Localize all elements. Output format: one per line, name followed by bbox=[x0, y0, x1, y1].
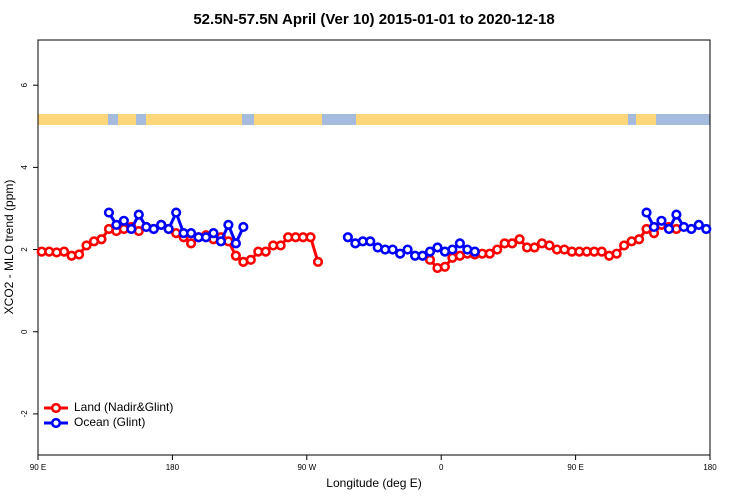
data-point bbox=[417, 250, 428, 261]
data-point bbox=[439, 261, 451, 272]
data-point bbox=[507, 238, 518, 249]
data-point bbox=[81, 240, 92, 251]
x-axis-label: Longitude (deg E) bbox=[326, 476, 421, 490]
data-point bbox=[73, 249, 85, 260]
data-point bbox=[701, 223, 712, 235]
data-point bbox=[305, 232, 316, 243]
y-axis-label: XCO2 - MLO trend (ppm) bbox=[2, 180, 16, 315]
data-point bbox=[387, 244, 398, 255]
data-point bbox=[611, 248, 622, 259]
data-point bbox=[424, 246, 436, 257]
data-point bbox=[185, 238, 197, 249]
data-point bbox=[59, 246, 70, 257]
x-tick-label: 0 bbox=[439, 463, 444, 472]
data-point bbox=[544, 240, 555, 251]
legend-label: Ocean (Glint) bbox=[74, 415, 145, 429]
data-point bbox=[596, 246, 607, 257]
x-tick-label: 90 W bbox=[297, 463, 316, 472]
data-point bbox=[342, 232, 353, 243]
data-point bbox=[245, 254, 256, 265]
x-tick-label: 90 E bbox=[30, 463, 46, 472]
data-point bbox=[133, 209, 144, 220]
data-point bbox=[447, 244, 458, 255]
x-tick-label: 180 bbox=[166, 463, 180, 472]
data-point bbox=[454, 238, 465, 249]
data-point bbox=[469, 246, 480, 257]
data-point bbox=[641, 207, 652, 218]
y-tick-label: 0 bbox=[20, 329, 29, 334]
data-point bbox=[230, 250, 241, 261]
y-tick-label: 2 bbox=[20, 247, 29, 252]
data-point bbox=[484, 248, 495, 259]
data-point bbox=[402, 244, 413, 255]
x-tick-label: 90 E bbox=[567, 463, 583, 472]
legend-marker bbox=[50, 402, 62, 414]
data-point bbox=[395, 248, 406, 259]
data-point bbox=[223, 219, 234, 231]
data-point bbox=[693, 219, 704, 231]
data-point bbox=[215, 236, 227, 247]
data-point bbox=[275, 240, 286, 251]
data-point bbox=[492, 244, 503, 255]
plot-frame bbox=[37, 39, 711, 456]
data-point bbox=[663, 223, 675, 235]
data-point bbox=[633, 234, 645, 245]
data-point bbox=[171, 207, 182, 218]
data-point bbox=[148, 223, 159, 235]
data-point bbox=[260, 246, 271, 257]
data-point bbox=[529, 242, 540, 253]
y-tick-label: 4 bbox=[20, 165, 29, 170]
data-point bbox=[365, 236, 376, 247]
data-point bbox=[111, 219, 122, 231]
data-point bbox=[96, 234, 107, 245]
data-point bbox=[238, 221, 249, 233]
data-point bbox=[648, 221, 660, 233]
data-point bbox=[200, 232, 212, 243]
legend-label: Land (Nadir&Glint) bbox=[74, 400, 173, 414]
data-point bbox=[432, 242, 443, 253]
data-point bbox=[230, 238, 241, 249]
chart-title: 52.5N-57.5N April (Ver 10) 2015-01-01 to… bbox=[193, 11, 554, 28]
data-point bbox=[103, 207, 115, 218]
land-ocean-strip bbox=[38, 114, 710, 125]
data-point bbox=[156, 219, 167, 231]
data-point bbox=[686, 223, 697, 235]
y-tick-label: 6 bbox=[20, 82, 29, 87]
data-point bbox=[619, 240, 630, 251]
data-point bbox=[185, 228, 197, 239]
legend-marker bbox=[50, 417, 62, 429]
data-point bbox=[514, 234, 525, 245]
data-point bbox=[118, 215, 129, 226]
data-point bbox=[656, 215, 667, 226]
data-point bbox=[163, 223, 174, 235]
x-tick-label: 180 bbox=[703, 463, 717, 472]
data-point bbox=[671, 209, 682, 220]
y-tick-label: -2 bbox=[20, 410, 29, 418]
data-point bbox=[312, 256, 324, 267]
data-point bbox=[208, 228, 219, 239]
data-point bbox=[126, 223, 137, 235]
